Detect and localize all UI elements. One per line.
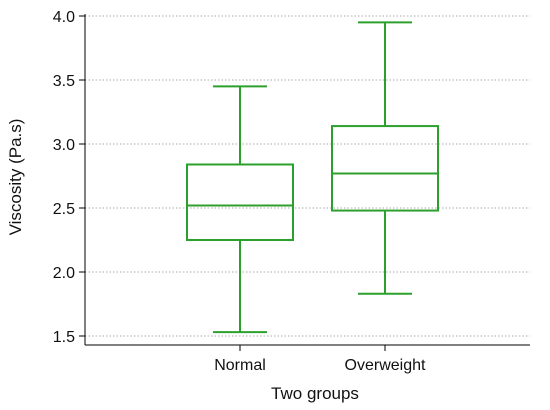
- x-tick-label: Normal: [214, 357, 266, 374]
- x-axis-label: Two groups: [271, 384, 359, 403]
- axes: [84, 14, 530, 346]
- box-series: [186, 21, 439, 334]
- box-overweight: [331, 21, 439, 295]
- y-tick-label: 1.5: [53, 329, 75, 346]
- y-tick-label: 4.0: [53, 9, 75, 26]
- gridlines: [85, 15, 530, 337]
- x-tick-label: Overweight: [345, 357, 426, 374]
- y-ticks: 1.5 2.0 2.5 3.0 3.5 4.0: [53, 9, 85, 346]
- y-axis-label: Viscosity (Pa.s): [6, 119, 25, 236]
- y-tick-label: 2.0: [53, 265, 75, 282]
- iqr-box: [186, 163, 294, 241]
- box-normal: [186, 85, 294, 334]
- y-tick-label: 3.0: [53, 137, 75, 154]
- y-tick-label: 3.5: [53, 73, 75, 90]
- iqr-box: [331, 125, 439, 212]
- y-tick-label: 2.5: [53, 201, 75, 218]
- x-ticks: Normal Overweight: [214, 345, 426, 374]
